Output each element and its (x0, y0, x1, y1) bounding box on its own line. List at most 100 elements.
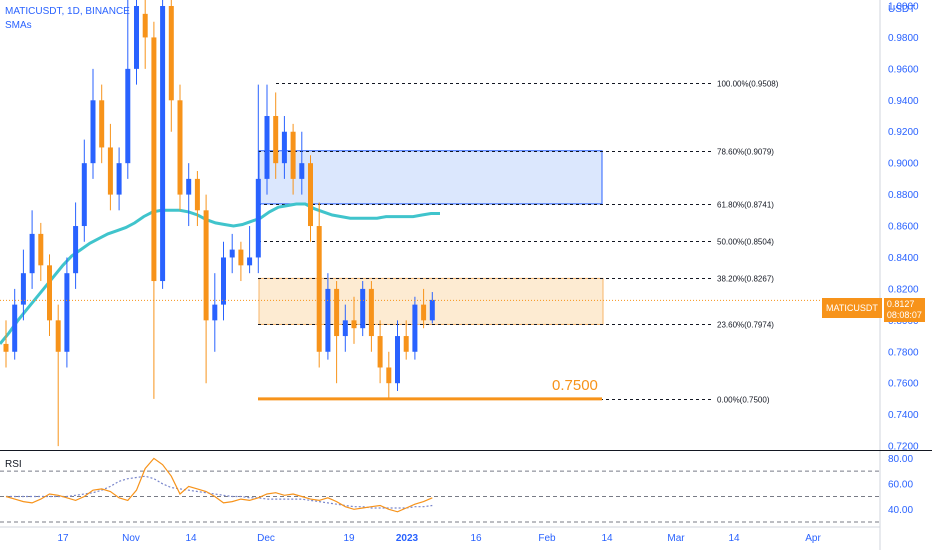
candles (3, 0, 435, 447)
candle (107, 123, 113, 211)
candle-body (20, 273, 26, 305)
time-tick-label: 16 (470, 533, 482, 544)
candle (73, 202, 79, 289)
candle-body (116, 163, 122, 195)
candle-body (203, 210, 209, 321)
candle-body (308, 163, 313, 227)
candle-body (229, 249, 235, 258)
candle-body (64, 273, 70, 352)
candle-body (160, 6, 166, 282)
rsi-label: RSI (5, 459, 22, 470)
candle-body (134, 6, 139, 69)
price-badge-price: 0.8127 (886, 299, 915, 309)
candle (90, 68, 96, 179)
fib-level-label: 38.20%(0.8267) (717, 275, 774, 284)
price-tick-label: 0.7200 (888, 442, 919, 453)
time-axis[interactable]: 17 Nov 14 Dec 19 2023 16 Feb 14 Mar 14 Apr (57, 533, 821, 544)
candle-body (377, 336, 383, 368)
candle-body (412, 304, 418, 352)
price-axis[interactable]: 1.0000 0.9800 0.9600 0.9400 0.9200 0.9000 0.88… (888, 2, 919, 453)
candle-body (325, 288, 331, 352)
candle (194, 171, 200, 227)
price-badge: MATICUSDT 0.8127 08:08:07 (822, 298, 925, 322)
price-tick-label: 1.0000 (888, 2, 919, 13)
price-tick-label: 0.9600 (888, 64, 919, 75)
price-tick-label: 0.8600 (888, 222, 919, 233)
candle-body (55, 320, 61, 352)
candle-body (168, 6, 174, 101)
candle (99, 84, 105, 164)
candle (142, 0, 148, 69)
candle (395, 320, 400, 392)
fib-level-label: 50.00%(0.8504) (717, 238, 774, 247)
candle (290, 123, 296, 195)
fib-level-label: 61.80%(0.8741) (717, 201, 774, 210)
candle-body (238, 249, 244, 266)
candle (47, 254, 52, 337)
candle (342, 304, 348, 352)
candle-body (316, 226, 322, 352)
candle-body (281, 131, 287, 164)
candle-body (142, 13, 148, 38)
fib-level-label: 78.60%(0.9079) (717, 148, 774, 157)
candle-body (221, 257, 226, 305)
rsi-tick-label: 80.00 (888, 454, 913, 465)
rsi-line (5, 457, 433, 513)
candle (186, 163, 192, 227)
candle (20, 249, 26, 321)
time-tick-label: 14 (728, 533, 740, 544)
candle-body (194, 178, 200, 211)
price-tick-label: 0.7800 (888, 347, 919, 358)
price-badge-values: 0.8127 08:08:07 (883, 298, 925, 322)
time-tick-label: 14 (601, 533, 613, 544)
candle (264, 84, 270, 195)
indicator-label: SMAs (5, 20, 32, 31)
blue-zone (258, 150, 603, 205)
price-badge-countdown: 08:08:07 (886, 310, 922, 320)
fib-retracement[interactable]: 100.00%(0.9508) 78.60%(0.9079) 61.80%(0.87… (258, 80, 779, 405)
time-tick-label: Feb (538, 533, 556, 544)
candle (168, 0, 174, 132)
candle (421, 288, 427, 329)
candle (160, 0, 166, 289)
time-tick-label: 14 (185, 533, 197, 544)
fib-level-label: 100.00%(0.9508) (717, 80, 779, 89)
candle-body (47, 265, 52, 321)
candle (64, 257, 70, 368)
time-tick-label: 17 (57, 533, 69, 544)
price-tick-label: 0.8800 (888, 190, 919, 201)
candle (81, 139, 87, 242)
candle (134, 0, 139, 85)
time-tick-label: 19 (343, 533, 355, 544)
candle (203, 194, 209, 384)
candle (116, 147, 122, 211)
price-tick-label: 0.9000 (888, 159, 919, 170)
candle-body (73, 226, 79, 274)
candle (255, 84, 261, 274)
candle (221, 241, 226, 321)
rsi-ma-line (6, 475, 433, 509)
candle-body (360, 288, 366, 329)
candle (386, 351, 392, 399)
candle-body (81, 163, 87, 227)
candle-body (368, 288, 374, 337)
currency-label: USDT (888, 4, 916, 15)
candle (273, 92, 279, 179)
candle (177, 84, 183, 211)
candle (308, 155, 313, 242)
price-tick-label: 0.7600 (888, 379, 919, 390)
candle-body (395, 336, 400, 384)
price-tick-label: 0.8200 (888, 284, 919, 295)
candle-body (3, 343, 9, 352)
candle-body (290, 131, 296, 179)
zones (258, 150, 604, 325)
candle (299, 131, 305, 195)
time-tick-label: Apr (805, 533, 821, 544)
candle (12, 288, 18, 360)
candle (325, 273, 331, 360)
candle (238, 241, 244, 282)
candle (38, 222, 44, 282)
